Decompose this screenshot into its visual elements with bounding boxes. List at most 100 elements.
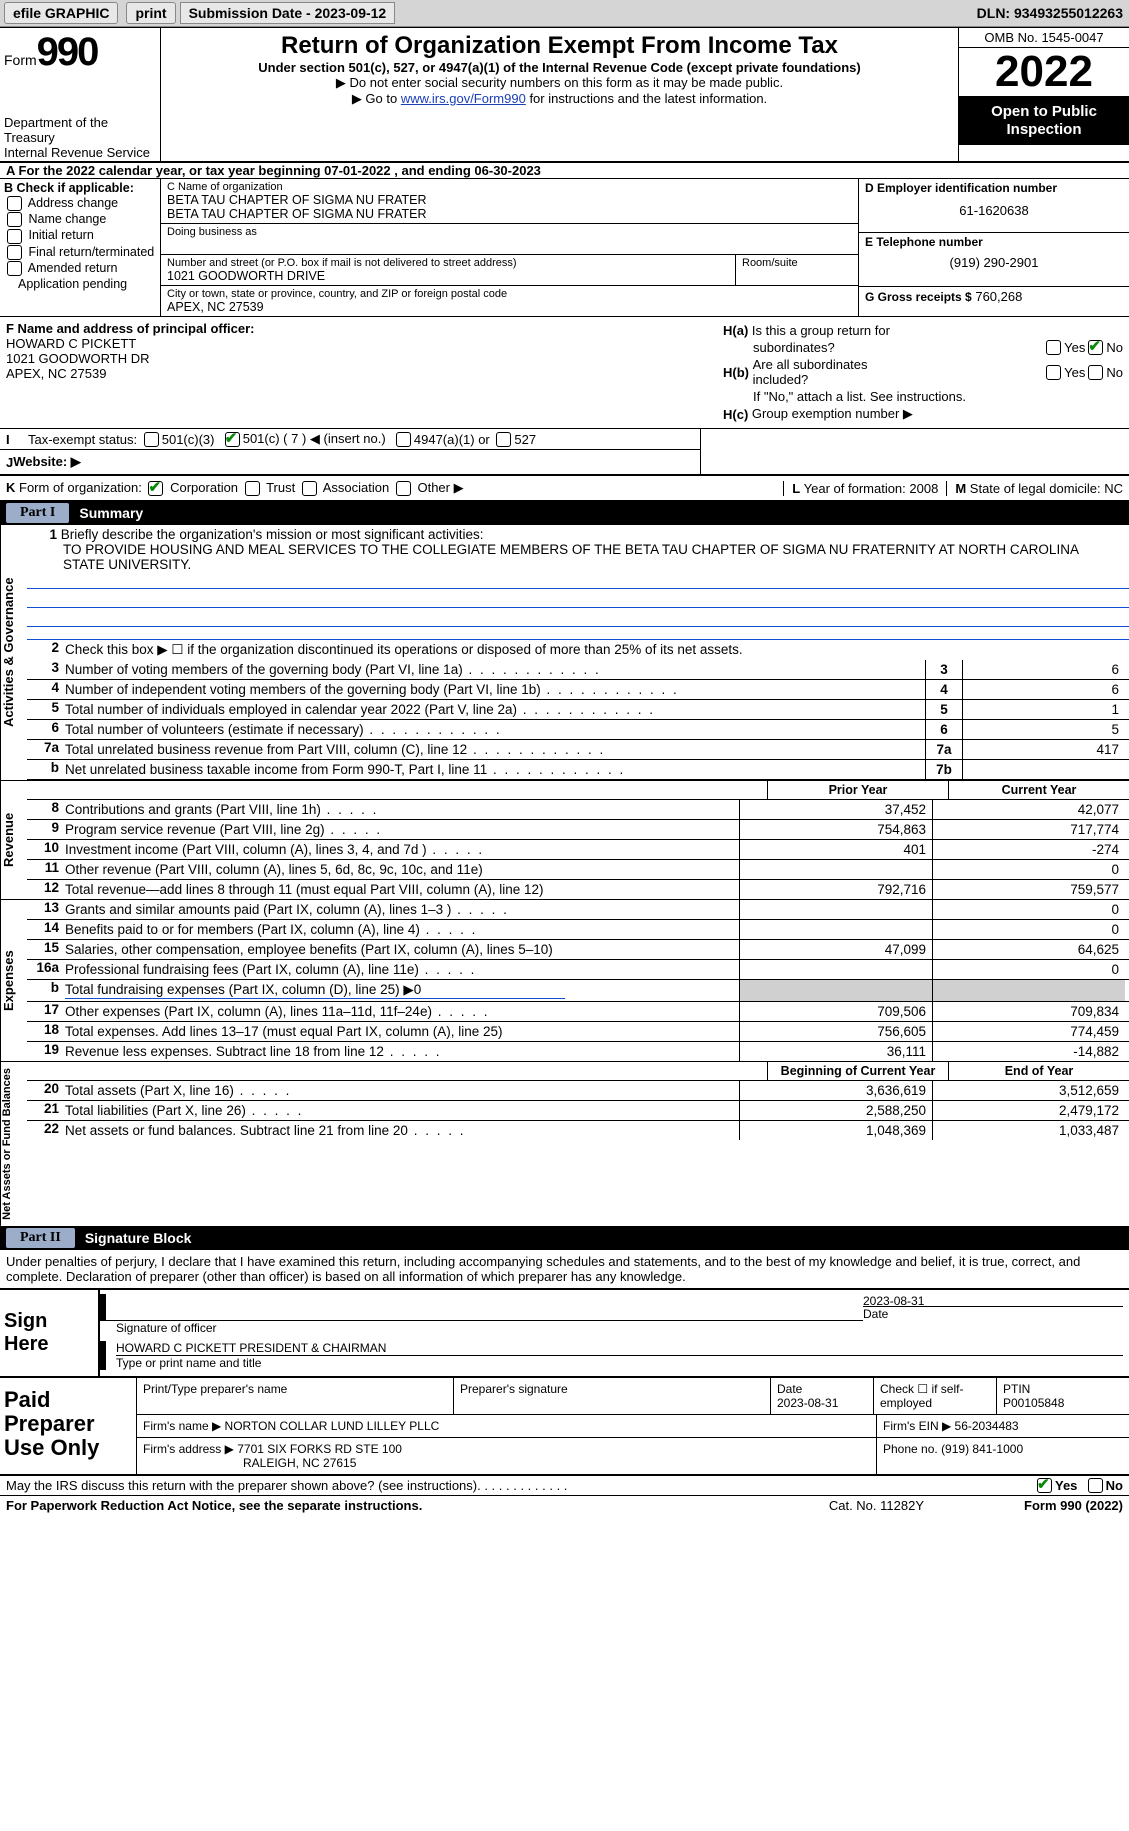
city-label: City or town, state or province, country…	[167, 288, 852, 300]
irs-discuss-row: May the IRS discuss this return with the…	[0, 1476, 1129, 1496]
line-9-prior: 754,863	[739, 820, 932, 839]
ha-yes[interactable]	[1046, 340, 1061, 355]
submission-date: Submission Date - 2023-09-12	[180, 2, 396, 24]
cb-other-org[interactable]	[396, 481, 411, 496]
line-16a-text: Professional fundraising fees (Part IX, …	[65, 962, 419, 977]
line-2-text: Check this box ▶ ☐ if the organization d…	[65, 640, 1125, 660]
open-to-public: Open to Public Inspection	[959, 97, 1129, 145]
cb-4947a1[interactable]	[396, 432, 411, 447]
form-header: Form 990 Department of the Treasury Inte…	[0, 27, 1129, 161]
line-10-prior: 401	[739, 840, 932, 859]
gross-label: G Gross receipts $	[865, 290, 972, 304]
net-assets-section: Net Assets or Fund Balances Beginning of…	[0, 1061, 1129, 1226]
mission-text: TO PROVIDE HOUSING AND MEAL SERVICES TO …	[35, 542, 1121, 572]
l-label: L	[792, 481, 800, 496]
hb-note: If "No," attach a list. See instructions…	[753, 389, 966, 404]
form-note-1: ▶ Do not enter social security numbers o…	[167, 75, 952, 91]
paid-preparer-label: Paid Preparer Use Only	[0, 1378, 137, 1474]
line-3-val: 6	[963, 660, 1125, 679]
ein-value: 61-1620638	[865, 195, 1123, 218]
discuss-yes[interactable]	[1037, 1478, 1052, 1493]
cb-amended-return[interactable]: Amended return	[4, 261, 156, 276]
line-6-text: Total number of volunteers (estimate if …	[65, 722, 364, 737]
line-8-prior: 37,452	[739, 800, 932, 819]
form-title: Return of Organization Exempt From Incom…	[167, 32, 952, 60]
cb-527[interactable]	[496, 432, 511, 447]
hb-yes[interactable]	[1046, 365, 1061, 380]
header-prior-year: Prior Year	[767, 781, 948, 799]
addr-label: Number and street (or P.O. box if mail i…	[167, 257, 729, 269]
ha-no[interactable]	[1088, 340, 1103, 355]
line-21-text: Total liabilities (Part X, line 26)	[65, 1103, 246, 1118]
part-1-title: Summary	[79, 505, 143, 521]
officer-name: HOWARD C PICKETT	[6, 336, 711, 351]
line-7b-text: Net unrelated business taxable income fr…	[65, 762, 487, 777]
cb-corporation[interactable]	[148, 481, 163, 496]
firm-name-val: NORTON COLLAR LUND LILLEY PLLC	[225, 1419, 440, 1433]
part-2-num: Part II	[6, 1228, 75, 1248]
line-7b-box: 7b	[925, 760, 963, 779]
org-name-label: C Name of organization	[167, 181, 852, 193]
sig-date-val: 2023-08-31	[863, 1294, 1123, 1306]
line-7a-text: Total unrelated business revenue from Pa…	[65, 742, 467, 757]
line-16b-prior	[739, 980, 932, 1001]
header-current-year: Current Year	[948, 781, 1129, 799]
line-7a-box: 7a	[925, 740, 963, 759]
sig-officer-label: Signature of officer	[106, 1321, 863, 1335]
sign-here-label: Sign Here	[0, 1290, 100, 1376]
cb-initial-return[interactable]: Initial return	[4, 228, 156, 243]
penalty-declaration: Under penalties of perjury, I declare th…	[0, 1250, 1129, 1290]
org-name-2: BETA TAU CHAPTER OF SIGMA NU FRATER	[167, 207, 852, 221]
line-16a-prior	[739, 960, 932, 979]
line-19-curr: -14,882	[932, 1042, 1125, 1061]
line-19-prior: 36,111	[739, 1042, 932, 1061]
line-16b-curr	[932, 980, 1125, 1001]
line-13-prior	[739, 900, 932, 919]
officer-addr: 1021 GOODWORTH DR	[6, 351, 711, 366]
note2-post: for instructions and the latest informat…	[526, 91, 767, 106]
line-15-text: Salaries, other compensation, employee b…	[65, 942, 553, 957]
hb-label: H(b)	[723, 365, 749, 380]
open1: Open to Public	[991, 103, 1097, 120]
line-16a-curr: 0	[932, 960, 1125, 979]
form990-link[interactable]: www.irs.gov/Form990	[401, 91, 526, 106]
cb-application-pending[interactable]: Application pending	[18, 277, 156, 291]
ha-label: H(a)	[723, 323, 748, 338]
cb-address-change[interactable]: Address change	[4, 196, 156, 211]
footer-row: For Paperwork Reduction Act Notice, see …	[0, 1496, 1129, 1515]
hb-text-a: Are all subordinates	[753, 357, 868, 372]
hb-text-b: included?	[753, 372, 809, 387]
top-bar: efile GRAPHIC print Submission Date - 20…	[0, 0, 1129, 27]
check-self-emp[interactable]: Check ☐ if self-employed	[880, 1382, 963, 1410]
print-button[interactable]: print	[126, 2, 175, 24]
type-print-label: Type or print name and title	[116, 1356, 1123, 1370]
cb-final-return[interactable]: Final return/terminated	[4, 245, 156, 260]
cb-name-change[interactable]: Name change	[4, 212, 156, 227]
efile-label: efile GRAPHIC	[4, 2, 118, 24]
tel-label: E Telephone number	[865, 235, 1123, 249]
cb-501c-other[interactable]	[225, 432, 240, 447]
line-10-curr: -274	[932, 840, 1125, 859]
line-17-text: Other expenses (Part IX, column (A), lin…	[65, 1004, 432, 1019]
line-12-prior: 792,716	[739, 880, 932, 899]
line-17-curr: 709,834	[932, 1002, 1125, 1021]
line-20-curr: 3,512,659	[932, 1081, 1125, 1100]
tax-year: 2022	[959, 48, 1129, 97]
line-14-prior	[739, 920, 932, 939]
discuss-no[interactable]	[1088, 1478, 1103, 1493]
identity-block: B Check if applicable: Address change Na…	[0, 179, 1129, 317]
form-number: 990	[37, 30, 98, 75]
discuss-text: May the IRS discuss this return with the…	[6, 1478, 477, 1493]
cb-association[interactable]	[302, 481, 317, 496]
summary-section: Activities & Governance 1 Briefly descri…	[0, 525, 1129, 780]
cb-trust[interactable]	[245, 481, 260, 496]
paid-date-val: 2023-08-31	[777, 1396, 838, 1410]
line-16b-text: Total fundraising expenses (Part IX, col…	[65, 982, 565, 999]
line-17-prior: 709,506	[739, 1002, 932, 1021]
paid-date-label: Date	[777, 1382, 802, 1396]
line-21-prior: 2,588,250	[739, 1101, 932, 1120]
officer-label: F Name and address of principal officer:	[6, 321, 711, 336]
cb-501c3[interactable]	[144, 432, 159, 447]
org-form-label: Form of organization:	[19, 480, 142, 495]
hb-no[interactable]	[1088, 365, 1103, 380]
